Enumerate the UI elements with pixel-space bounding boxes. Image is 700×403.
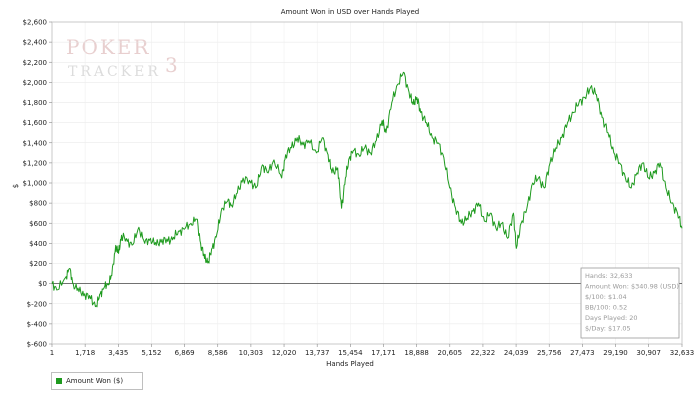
- x-tick-label: 13,737: [305, 349, 330, 357]
- x-tick-label: 30,907: [636, 349, 661, 357]
- x-tick-label: 20,605: [438, 349, 463, 357]
- x-tick-label: 5,152: [141, 349, 161, 357]
- y-tick-label: $600: [29, 220, 47, 228]
- x-tick-label: 8,586: [208, 349, 229, 357]
- x-tick-label: 18,888: [404, 349, 429, 357]
- x-axis-title: Hands Played: [326, 360, 374, 368]
- x-tick-label: 24,039: [504, 349, 529, 357]
- watermark-line1: POKER: [66, 35, 150, 59]
- y-tick-label: $1,800: [23, 99, 48, 107]
- series-line: [51, 71, 683, 308]
- x-tick-label: 3,435: [108, 349, 128, 357]
- x-tick-label: 6,869: [175, 349, 195, 357]
- y-tick-label: $1,000: [23, 180, 48, 188]
- y-tick-label: $1,600: [23, 119, 48, 127]
- series-layer: [51, 71, 683, 308]
- x-tick-label: 32,633: [670, 349, 695, 357]
- y-tick-label: $-600: [27, 341, 47, 349]
- stats-line: BB/100: 0.52: [585, 304, 627, 312]
- x-tick-label: 1,718: [75, 349, 95, 357]
- y-tick-label: $2,200: [23, 59, 48, 67]
- legend-label: Amount Won ($): [66, 377, 124, 385]
- watermark-logo: POKER TRACKER 3: [66, 35, 180, 80]
- stats-box: Hands: 32,633 Amount Won: $340.98 (USD) $/…: [580, 267, 680, 339]
- y-tick-label: $1,200: [23, 159, 48, 167]
- stats-line: Amount Won: $340.98 (USD): [585, 283, 679, 291]
- stats-line: $/100: $1.04: [585, 293, 627, 301]
- legend: Amount Won ($): [51, 372, 143, 390]
- y-tick-label: $2,600: [23, 19, 48, 27]
- x-tick-label: 22,322: [471, 349, 496, 357]
- y-tick-label: $400: [29, 240, 47, 248]
- x-tick-label: 15,454: [338, 349, 363, 357]
- y-tick-label: $2,400: [23, 39, 48, 47]
- y-axis-ticks: $2,600 $2,400 $2,200 $2,000 $1,800 $1,600 $1,4…: [23, 19, 52, 349]
- x-tick-label: 1: [50, 349, 54, 357]
- stats-line: $/Day: $17.05: [585, 325, 631, 333]
- y-tick-label: $800: [29, 200, 47, 208]
- y-tick-label: $2,000: [23, 79, 48, 87]
- legend-swatch: [56, 378, 62, 384]
- x-tick-label: 17,171: [371, 349, 396, 357]
- y-tick-label: $200: [29, 260, 47, 268]
- x-axis-ticks: 1 1,718 3,435 5,152 6,869 8,586 10,303 12,020 13…: [50, 344, 694, 357]
- x-tick-label: 27,473: [570, 349, 595, 357]
- stats-line: Days Played: 20: [585, 314, 638, 322]
- watermark-line2: TRACKER: [68, 64, 161, 80]
- watermark-digit: 3: [165, 53, 180, 77]
- stats-line: Hands: 32,633: [585, 272, 633, 280]
- y-tick-label: $-400: [27, 320, 47, 328]
- y-axis-title: $: [12, 184, 20, 188]
- chart-title: Amount Won in USD over Hands Played: [281, 8, 419, 16]
- x-tick-label: 10,303: [239, 349, 264, 357]
- x-tick-label: 12,020: [272, 349, 297, 357]
- y-tick-label: $0: [38, 280, 47, 288]
- x-tick-label: 29,190: [603, 349, 628, 357]
- y-tick-label: $-200: [27, 300, 47, 308]
- y-tick-label: $1,400: [23, 139, 48, 147]
- x-tick-label: 25,756: [537, 349, 562, 357]
